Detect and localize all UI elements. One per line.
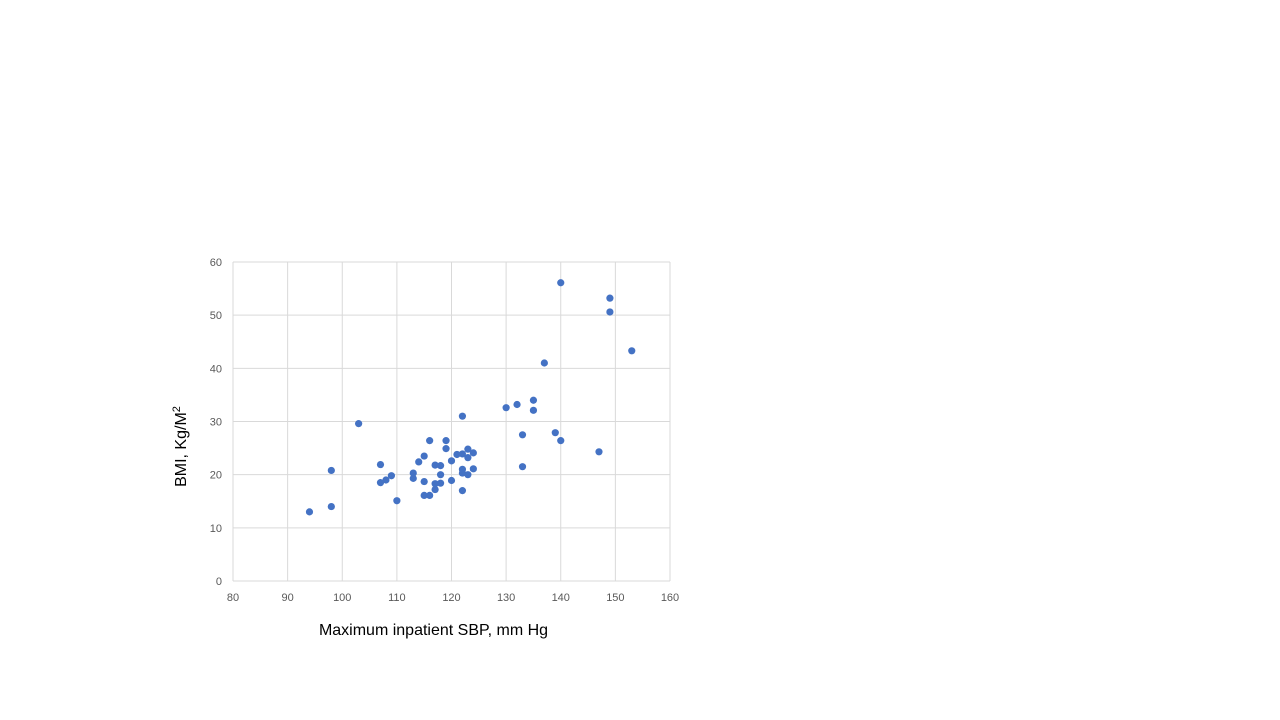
x-tick-label: 150 xyxy=(606,592,624,604)
data-point xyxy=(513,400,521,409)
data-point xyxy=(469,465,477,473)
data-point xyxy=(595,448,603,456)
data-point xyxy=(557,437,565,445)
x-tick-label: 160 xyxy=(661,592,679,604)
y-tick-label: 20 xyxy=(210,470,222,482)
data-point xyxy=(464,471,472,479)
data-point xyxy=(458,412,467,420)
data-point xyxy=(458,469,467,477)
data-point xyxy=(458,487,467,495)
y-axis-title-superscript: 2 xyxy=(171,406,183,412)
data-point xyxy=(447,457,456,465)
y-axis-title-text: BMI, Kg/M xyxy=(173,412,190,487)
data-point xyxy=(327,502,335,511)
data-point xyxy=(606,308,614,316)
y-tick-label: 30 xyxy=(210,417,222,429)
data-point xyxy=(436,462,445,470)
data-point xyxy=(420,452,428,460)
data-point xyxy=(415,458,423,466)
data-point xyxy=(409,474,417,482)
data-point xyxy=(606,294,614,302)
data-point xyxy=(426,437,434,445)
data-point xyxy=(442,445,450,453)
data-point xyxy=(420,477,428,486)
y-axis-title: BMI, Kg/M2 xyxy=(171,406,190,487)
x-tick-label: 110 xyxy=(388,592,406,604)
data-point xyxy=(502,404,510,412)
x-axis-title: Maximum inpatient SBP, mm Hg xyxy=(319,622,548,639)
data-point xyxy=(518,431,527,439)
x-tick-label: 90 xyxy=(282,592,294,604)
data-point xyxy=(376,460,385,469)
data-point xyxy=(387,472,396,480)
data-point xyxy=(518,463,527,471)
y-tick-label: 40 xyxy=(210,363,222,375)
axis-tick-labels: 80 90 100 110 120 130 140 150 160 0 10 20 30 40 50 60 xyxy=(210,257,679,604)
data-point xyxy=(355,420,363,428)
data-point xyxy=(420,491,428,500)
data-point xyxy=(540,359,548,367)
data-point xyxy=(431,485,439,494)
data-point xyxy=(628,347,636,355)
data-point xyxy=(469,449,477,457)
y-tick-label: 60 xyxy=(210,257,222,269)
data-points xyxy=(305,279,636,516)
data-point xyxy=(442,437,450,445)
data-point xyxy=(464,454,472,462)
data-point xyxy=(431,480,439,488)
x-tick-label: 100 xyxy=(333,592,351,604)
x-tick-label: 130 xyxy=(497,592,515,604)
data-point xyxy=(409,469,417,477)
data-point xyxy=(557,279,565,287)
data-point xyxy=(305,508,314,516)
data-point xyxy=(376,479,385,487)
gridlines xyxy=(232,261,671,582)
data-point xyxy=(393,497,401,505)
data-point xyxy=(551,429,559,437)
data-point xyxy=(529,406,538,414)
data-point xyxy=(426,491,434,500)
data-point xyxy=(458,450,467,458)
data-point xyxy=(447,476,456,485)
data-point xyxy=(431,461,439,469)
x-tick-label: 80 xyxy=(227,592,239,604)
x-tick-label: 120 xyxy=(442,592,460,604)
data-point xyxy=(436,479,445,487)
data-point xyxy=(436,471,445,479)
y-tick-label: 50 xyxy=(210,310,222,322)
y-tick-label: 0 xyxy=(216,576,222,588)
data-point xyxy=(382,476,390,484)
y-tick-label: 10 xyxy=(210,523,222,535)
data-point xyxy=(464,445,472,453)
data-point xyxy=(529,396,538,404)
x-tick-label: 140 xyxy=(552,592,570,604)
data-point xyxy=(327,466,335,475)
data-point xyxy=(453,450,461,459)
